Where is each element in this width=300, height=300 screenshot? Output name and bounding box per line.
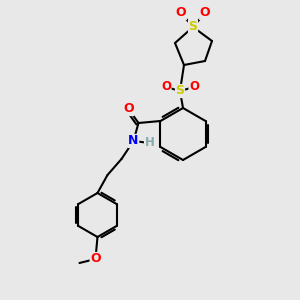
Text: H: H — [145, 136, 154, 149]
Text: O: O — [161, 80, 171, 94]
Text: S: S — [188, 20, 197, 34]
Text: N: N — [128, 134, 139, 148]
Text: O: O — [90, 253, 101, 266]
Text: S: S — [176, 85, 184, 98]
Text: O: O — [200, 7, 210, 20]
Text: O: O — [189, 80, 199, 94]
Text: O: O — [176, 7, 186, 20]
Text: O: O — [123, 103, 134, 116]
